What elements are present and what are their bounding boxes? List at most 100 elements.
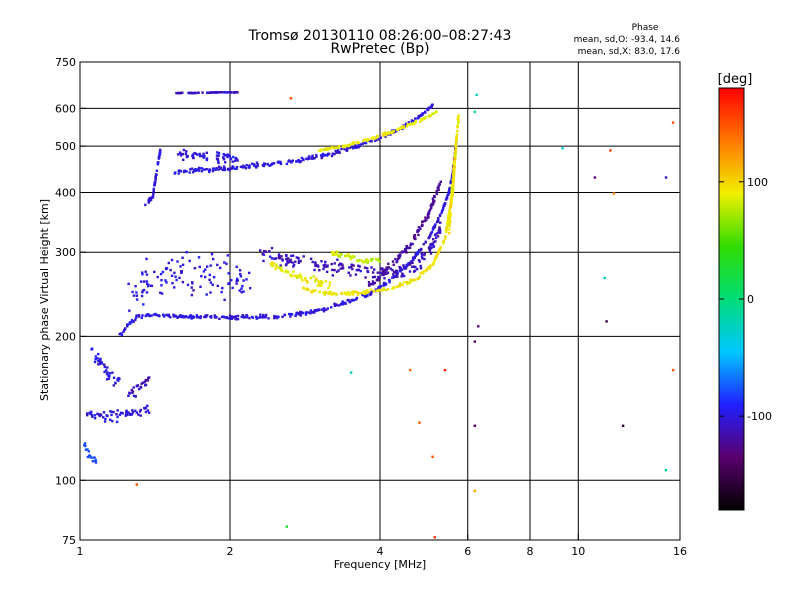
data-point <box>378 286 381 289</box>
data-point <box>116 378 119 381</box>
data-point <box>255 315 258 318</box>
data-point <box>221 91 224 94</box>
data-point <box>285 254 288 257</box>
data-point <box>332 251 335 254</box>
data-point <box>328 281 332 284</box>
data-point <box>447 228 451 231</box>
data-point <box>384 282 388 285</box>
data-point <box>421 112 424 115</box>
data-point <box>445 227 448 230</box>
data-point <box>382 284 385 287</box>
data-point <box>337 146 340 150</box>
data-point <box>352 264 355 267</box>
data-point <box>197 91 200 94</box>
data-point <box>376 135 379 138</box>
data-point <box>456 129 459 133</box>
data-point <box>299 314 302 317</box>
data-point <box>166 314 169 317</box>
data-point <box>431 228 435 231</box>
data-point <box>126 325 129 328</box>
data-point <box>324 260 327 264</box>
x-tick-label: 8 <box>527 545 534 558</box>
data-point <box>214 91 217 94</box>
data-point <box>392 276 395 279</box>
data-point <box>351 256 354 259</box>
data-point <box>196 153 199 156</box>
data-point <box>297 259 301 263</box>
data-point <box>100 362 103 365</box>
y-tick-label: 75 <box>62 534 76 547</box>
data-point <box>319 149 323 153</box>
data-point <box>147 201 150 204</box>
data-point <box>396 260 399 263</box>
data-point <box>139 280 143 283</box>
data-point <box>234 167 237 171</box>
data-point <box>179 154 183 157</box>
data-point <box>134 395 137 398</box>
data-point <box>417 229 420 232</box>
data-point <box>407 121 411 124</box>
data-point <box>396 284 400 288</box>
data-point <box>106 366 109 369</box>
data-point <box>345 291 348 294</box>
data-point <box>413 234 417 237</box>
data-point <box>114 381 117 385</box>
data-point <box>167 313 171 316</box>
data-point <box>131 409 134 412</box>
data-point <box>189 91 192 94</box>
data-point <box>384 288 388 292</box>
data-point <box>197 168 200 171</box>
data-point <box>399 266 402 269</box>
data-point <box>300 156 304 160</box>
data-point <box>184 315 187 319</box>
data-point <box>436 252 439 256</box>
data-point <box>144 270 147 273</box>
data-point <box>375 136 378 140</box>
data-point <box>402 266 406 269</box>
data-point <box>152 191 155 194</box>
data-point <box>399 282 402 285</box>
data-point <box>209 291 212 294</box>
data-point <box>371 276 375 279</box>
data-point <box>185 150 188 153</box>
data-point <box>181 91 184 94</box>
data-point <box>315 155 318 158</box>
data-point <box>351 255 354 258</box>
data-point <box>139 408 142 412</box>
data-point <box>177 172 180 175</box>
data-point <box>347 253 350 256</box>
data-point <box>105 378 109 381</box>
data-point <box>317 265 320 268</box>
data-point <box>262 253 266 256</box>
data-point <box>337 264 341 267</box>
data-point <box>176 91 179 95</box>
data-point <box>147 283 150 287</box>
data-point <box>98 414 101 418</box>
data-point <box>372 136 375 139</box>
data-point <box>433 200 436 203</box>
data-point <box>225 262 228 265</box>
data-point <box>428 114 431 118</box>
data-point <box>439 245 442 249</box>
data-point <box>609 149 612 152</box>
data-point <box>307 156 310 159</box>
data-point <box>230 279 233 282</box>
data-point <box>364 138 367 141</box>
data-point <box>118 332 121 336</box>
data-point <box>302 286 305 290</box>
data-point <box>186 283 190 287</box>
data-point <box>424 116 427 119</box>
data-point <box>145 257 148 261</box>
data-point <box>473 489 476 493</box>
data-point <box>215 167 219 170</box>
data-point <box>348 143 351 147</box>
data-point <box>452 174 455 178</box>
data-point <box>450 186 453 189</box>
data-point <box>430 246 433 250</box>
data-point <box>457 119 460 123</box>
data-point <box>229 167 232 170</box>
data-point <box>379 267 383 271</box>
data-point <box>296 160 299 163</box>
data-point <box>366 261 369 265</box>
data-point <box>334 149 338 153</box>
